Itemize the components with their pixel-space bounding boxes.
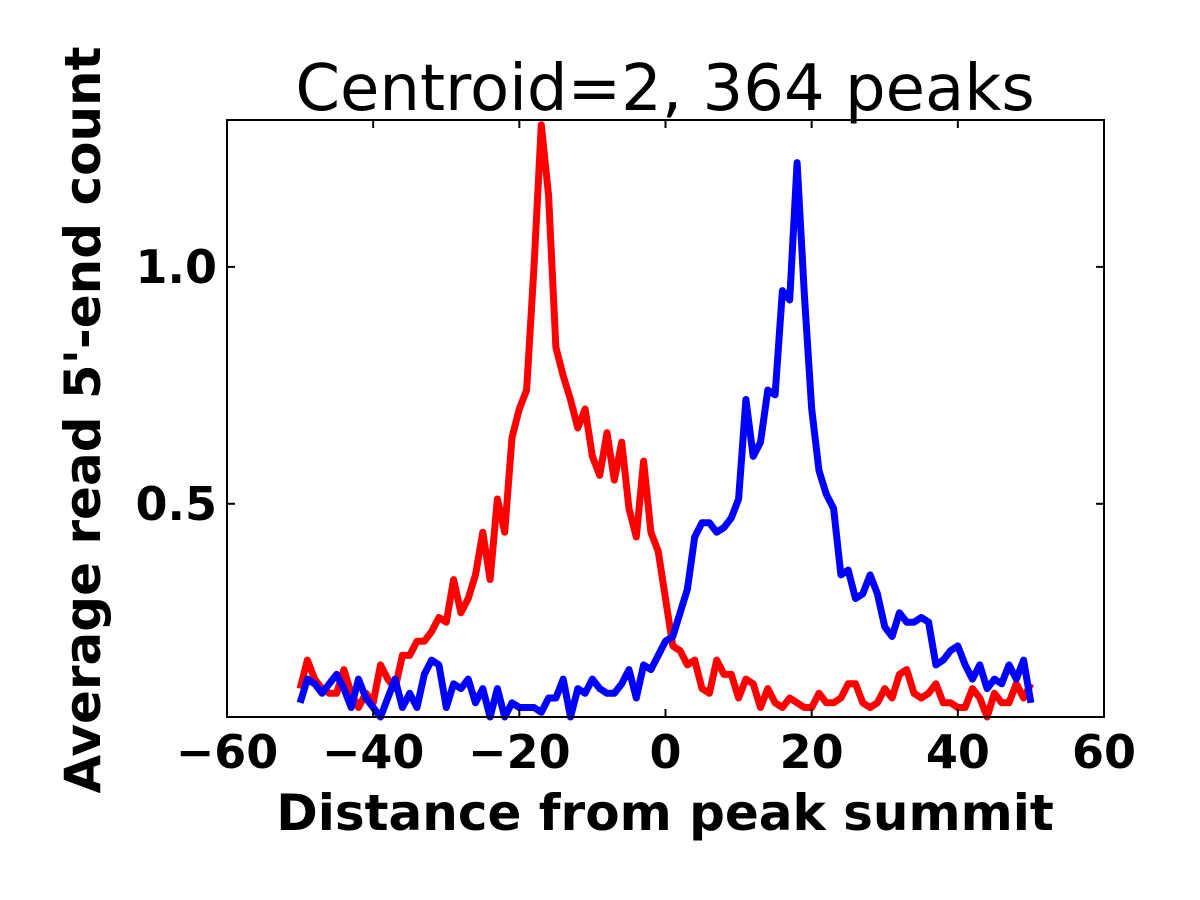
series-line-2: [296, 159, 1035, 721]
x-axis-label: Distance from peak summit: [276, 784, 1054, 842]
x-tick-label: 0: [649, 725, 681, 779]
x-tick-label: −20: [468, 725, 571, 779]
x-tick-label: 60: [1072, 725, 1136, 779]
series-line-1: [296, 121, 1035, 721]
x-tick-label: 40: [926, 725, 990, 779]
x-tick-label: −40: [322, 725, 425, 779]
tick-layer: −60 −40 −20 0 20 40 60 0.5 1.0: [136, 120, 1136, 779]
chart-title: Centroid=2, 364 peaks: [295, 52, 1034, 126]
x-tick-label: 20: [780, 725, 844, 779]
plot-frame: [226, 119, 1105, 718]
x-tick-label: −60: [176, 725, 279, 779]
y-axis-label: Average read 5'-end count: [54, 46, 112, 793]
y-tick-label: 1.0: [136, 240, 218, 294]
series-layer: [296, 121, 1035, 721]
y-tick-label: 0.5: [136, 477, 218, 531]
